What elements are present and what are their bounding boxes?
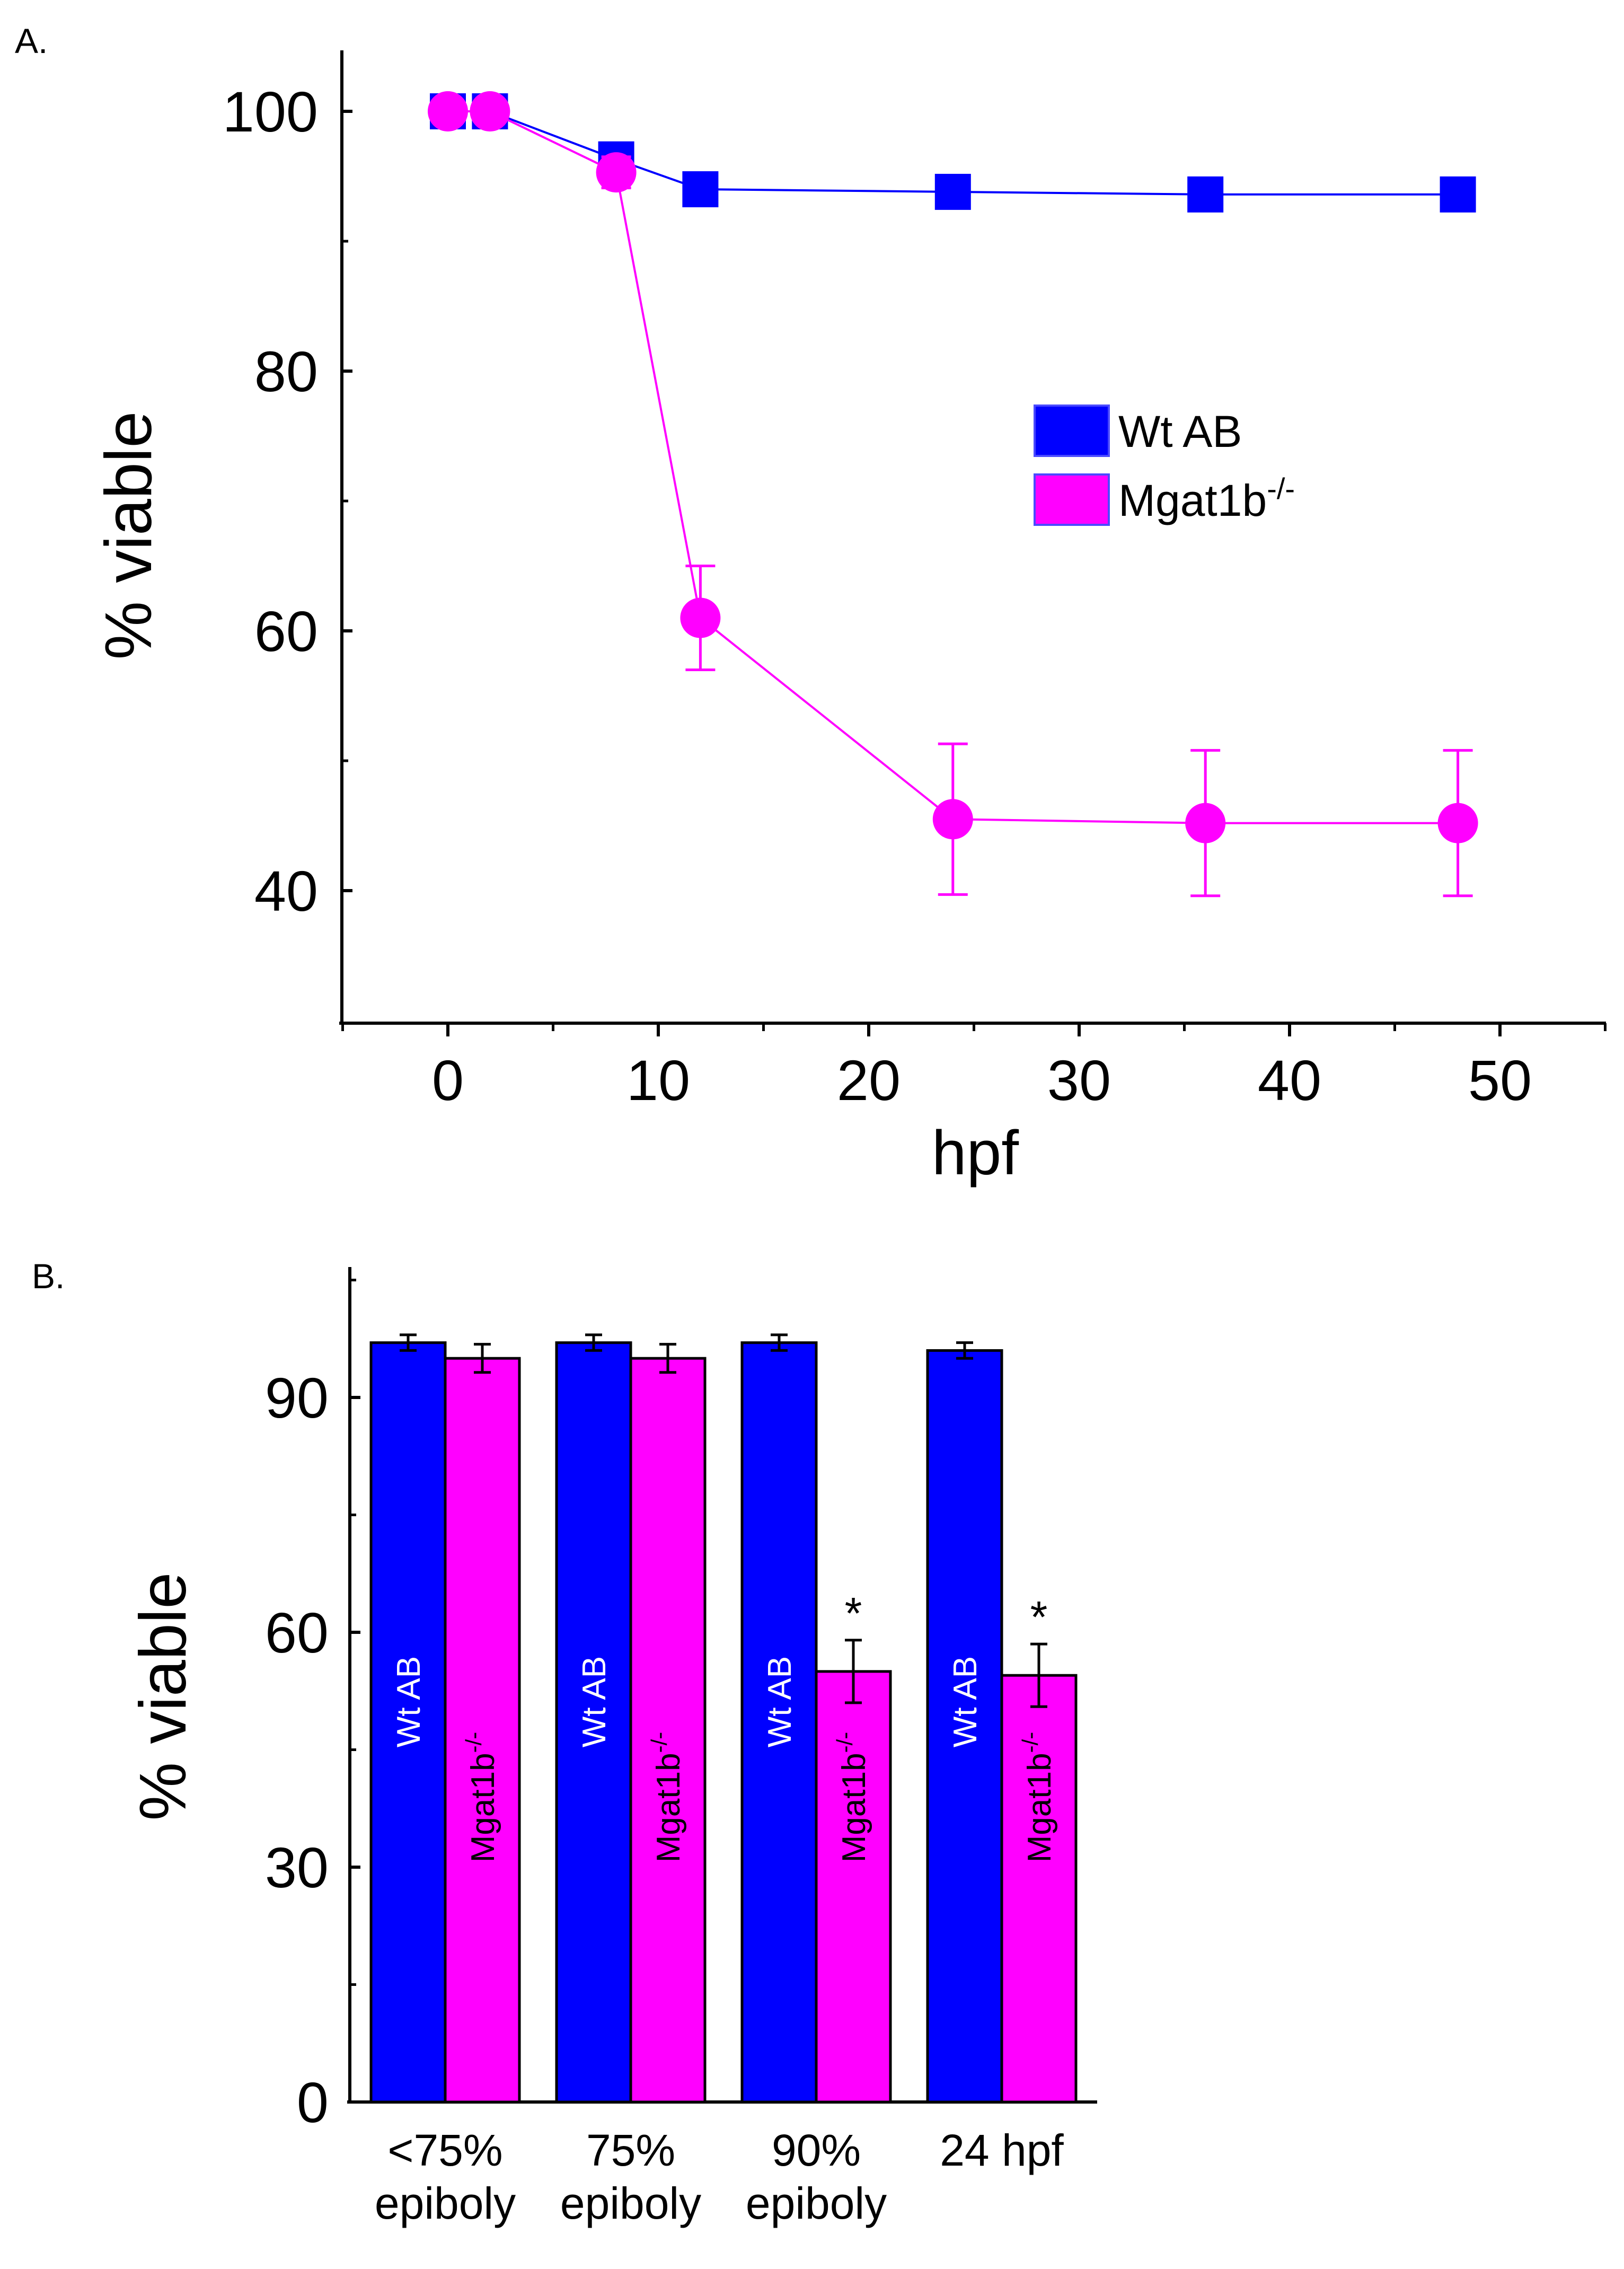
x-tick-label: 50	[1468, 1048, 1532, 1112]
category-label: 24 hpf	[940, 2125, 1064, 2175]
panel-a-label: A.	[15, 21, 48, 60]
series-mgat1b	[428, 91, 1478, 898]
legend: Wt AB Mgat1b-/-	[1034, 404, 1295, 526]
x-axis-title: hpf	[932, 1118, 1019, 1188]
series-group	[428, 91, 1478, 898]
data-point	[1185, 803, 1226, 843]
y-tick-label: 60	[254, 599, 318, 663]
bar-group: Wt AB Mgat1b-/-	[369, 1333, 521, 2104]
bar	[444, 1357, 521, 2104]
data-point	[680, 597, 721, 638]
x-tick-label: 40	[1258, 1048, 1321, 1112]
y-tick-label: 60	[265, 1600, 329, 1665]
data-point	[934, 173, 971, 210]
data-point	[428, 91, 468, 131]
legend-label: Mgat1b-/-	[1118, 472, 1295, 525]
bar-series-label: Wt AB	[391, 1656, 427, 1747]
bar-series-label: Mgat1b-/-	[461, 1732, 501, 1862]
bar-series-label: Wt AB	[576, 1656, 613, 1747]
panel-b-label: B.	[32, 1256, 65, 1296]
bar-series-label: Wt AB	[762, 1656, 798, 1747]
panel-b-bar-chart: B. 0 30 60 90 % viable Wt AB Mgat1b-/- Wt AB M…	[32, 1256, 1097, 2228]
y-axis-title: % viable	[92, 411, 165, 660]
y-tick-label: 30	[265, 1835, 329, 1899]
y-tick-label: 100	[223, 80, 318, 144]
data-point	[932, 799, 973, 840]
y-tick-label: 40	[254, 859, 318, 923]
significance-marker: *	[1030, 1592, 1048, 1642]
bar	[369, 1341, 447, 2104]
data-point	[682, 171, 719, 207]
x-tick-label: 20	[837, 1048, 901, 1112]
x-tick-label: 10	[626, 1048, 690, 1112]
bar	[815, 1670, 892, 2104]
bar-series-label: Mgat1b-/-	[1018, 1732, 1058, 1862]
bar	[629, 1357, 707, 2104]
category-labels: <75% epiboly 75% epiboly 90% epiboly 24 hpf	[375, 2125, 1064, 2228]
y-axis-title: % viable	[127, 1572, 200, 1821]
bar	[1000, 1674, 1078, 2104]
bar-series-label: Mgat1b-/-	[832, 1732, 872, 1862]
x-tick-label: 0	[432, 1048, 464, 1112]
data-point	[1187, 176, 1224, 213]
y-tick-label: 90	[265, 1366, 329, 1430]
legend-label: Wt AB	[1118, 407, 1242, 456]
category-label: 75% epiboly	[560, 2125, 701, 2228]
data-point	[470, 91, 510, 131]
y-tick-labels: 40 60 80 100	[223, 80, 318, 923]
bar-group: Wt AB Mgat1b-/- *	[926, 1341, 1078, 2104]
y-tick-label: 80	[254, 339, 318, 403]
legend-swatch	[1034, 404, 1110, 457]
data-point	[596, 152, 637, 193]
data-point	[1437, 803, 1478, 843]
y-tick-labels: 0 30 60 90	[265, 1366, 329, 2134]
bar-series-label: Mgat1b-/-	[647, 1732, 687, 1862]
significance-marker: *	[845, 1588, 862, 1638]
bar-series-label: Wt AB	[947, 1656, 984, 1747]
tick-marks	[341, 110, 1607, 1036]
data-point	[1440, 176, 1476, 213]
x-tick-labels: 0 10 20 30 40 50	[432, 1048, 1532, 1112]
bar-group: Wt AB Mgat1b-/- *	[740, 1333, 892, 2104]
panel-a-line-chart: A. 40 60 80 100 0 10 20 30 40 50 % viable hpf Wt…	[15, 21, 1607, 1188]
x-tick-label: 30	[1047, 1048, 1111, 1112]
bar-group: Wt AB Mgat1b-/-	[555, 1333, 707, 2104]
series-wt-ab	[430, 93, 1476, 213]
tick-marks	[350, 1279, 360, 2104]
legend-swatch	[1034, 473, 1110, 526]
category-label: <75% epiboly	[375, 2125, 516, 2228]
y-tick-label: 0	[297, 2070, 329, 2134]
bar	[926, 1349, 1003, 2104]
bars-group: Wt AB Mgat1b-/- Wt AB Mgat1b-/- Wt AB Mgat1b-…	[369, 1333, 1078, 2104]
category-label: 90% epiboly	[746, 2125, 887, 2228]
series-line	[448, 110, 1458, 824]
